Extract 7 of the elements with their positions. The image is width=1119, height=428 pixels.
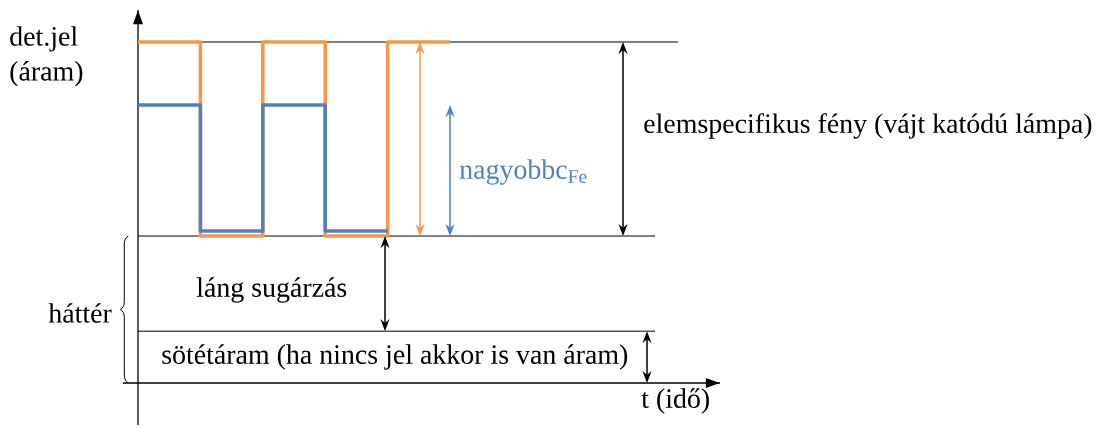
annotation: sötétáram (ha nincs jel akkor is van áram)	[162, 344, 628, 370]
annotation: háttér	[48, 303, 112, 323]
annotation: nagyobbc$_{Fe}$	[459, 159, 587, 185]
y-axis-title: det.jel (áram)	[10, 26, 83, 87]
text: t (idő)	[641, 388, 709, 414]
text: elemspecifikus fény (vájt katódú lámpa)	[644, 113, 1092, 139]
annotation: láng sugárzás	[196, 277, 347, 303]
